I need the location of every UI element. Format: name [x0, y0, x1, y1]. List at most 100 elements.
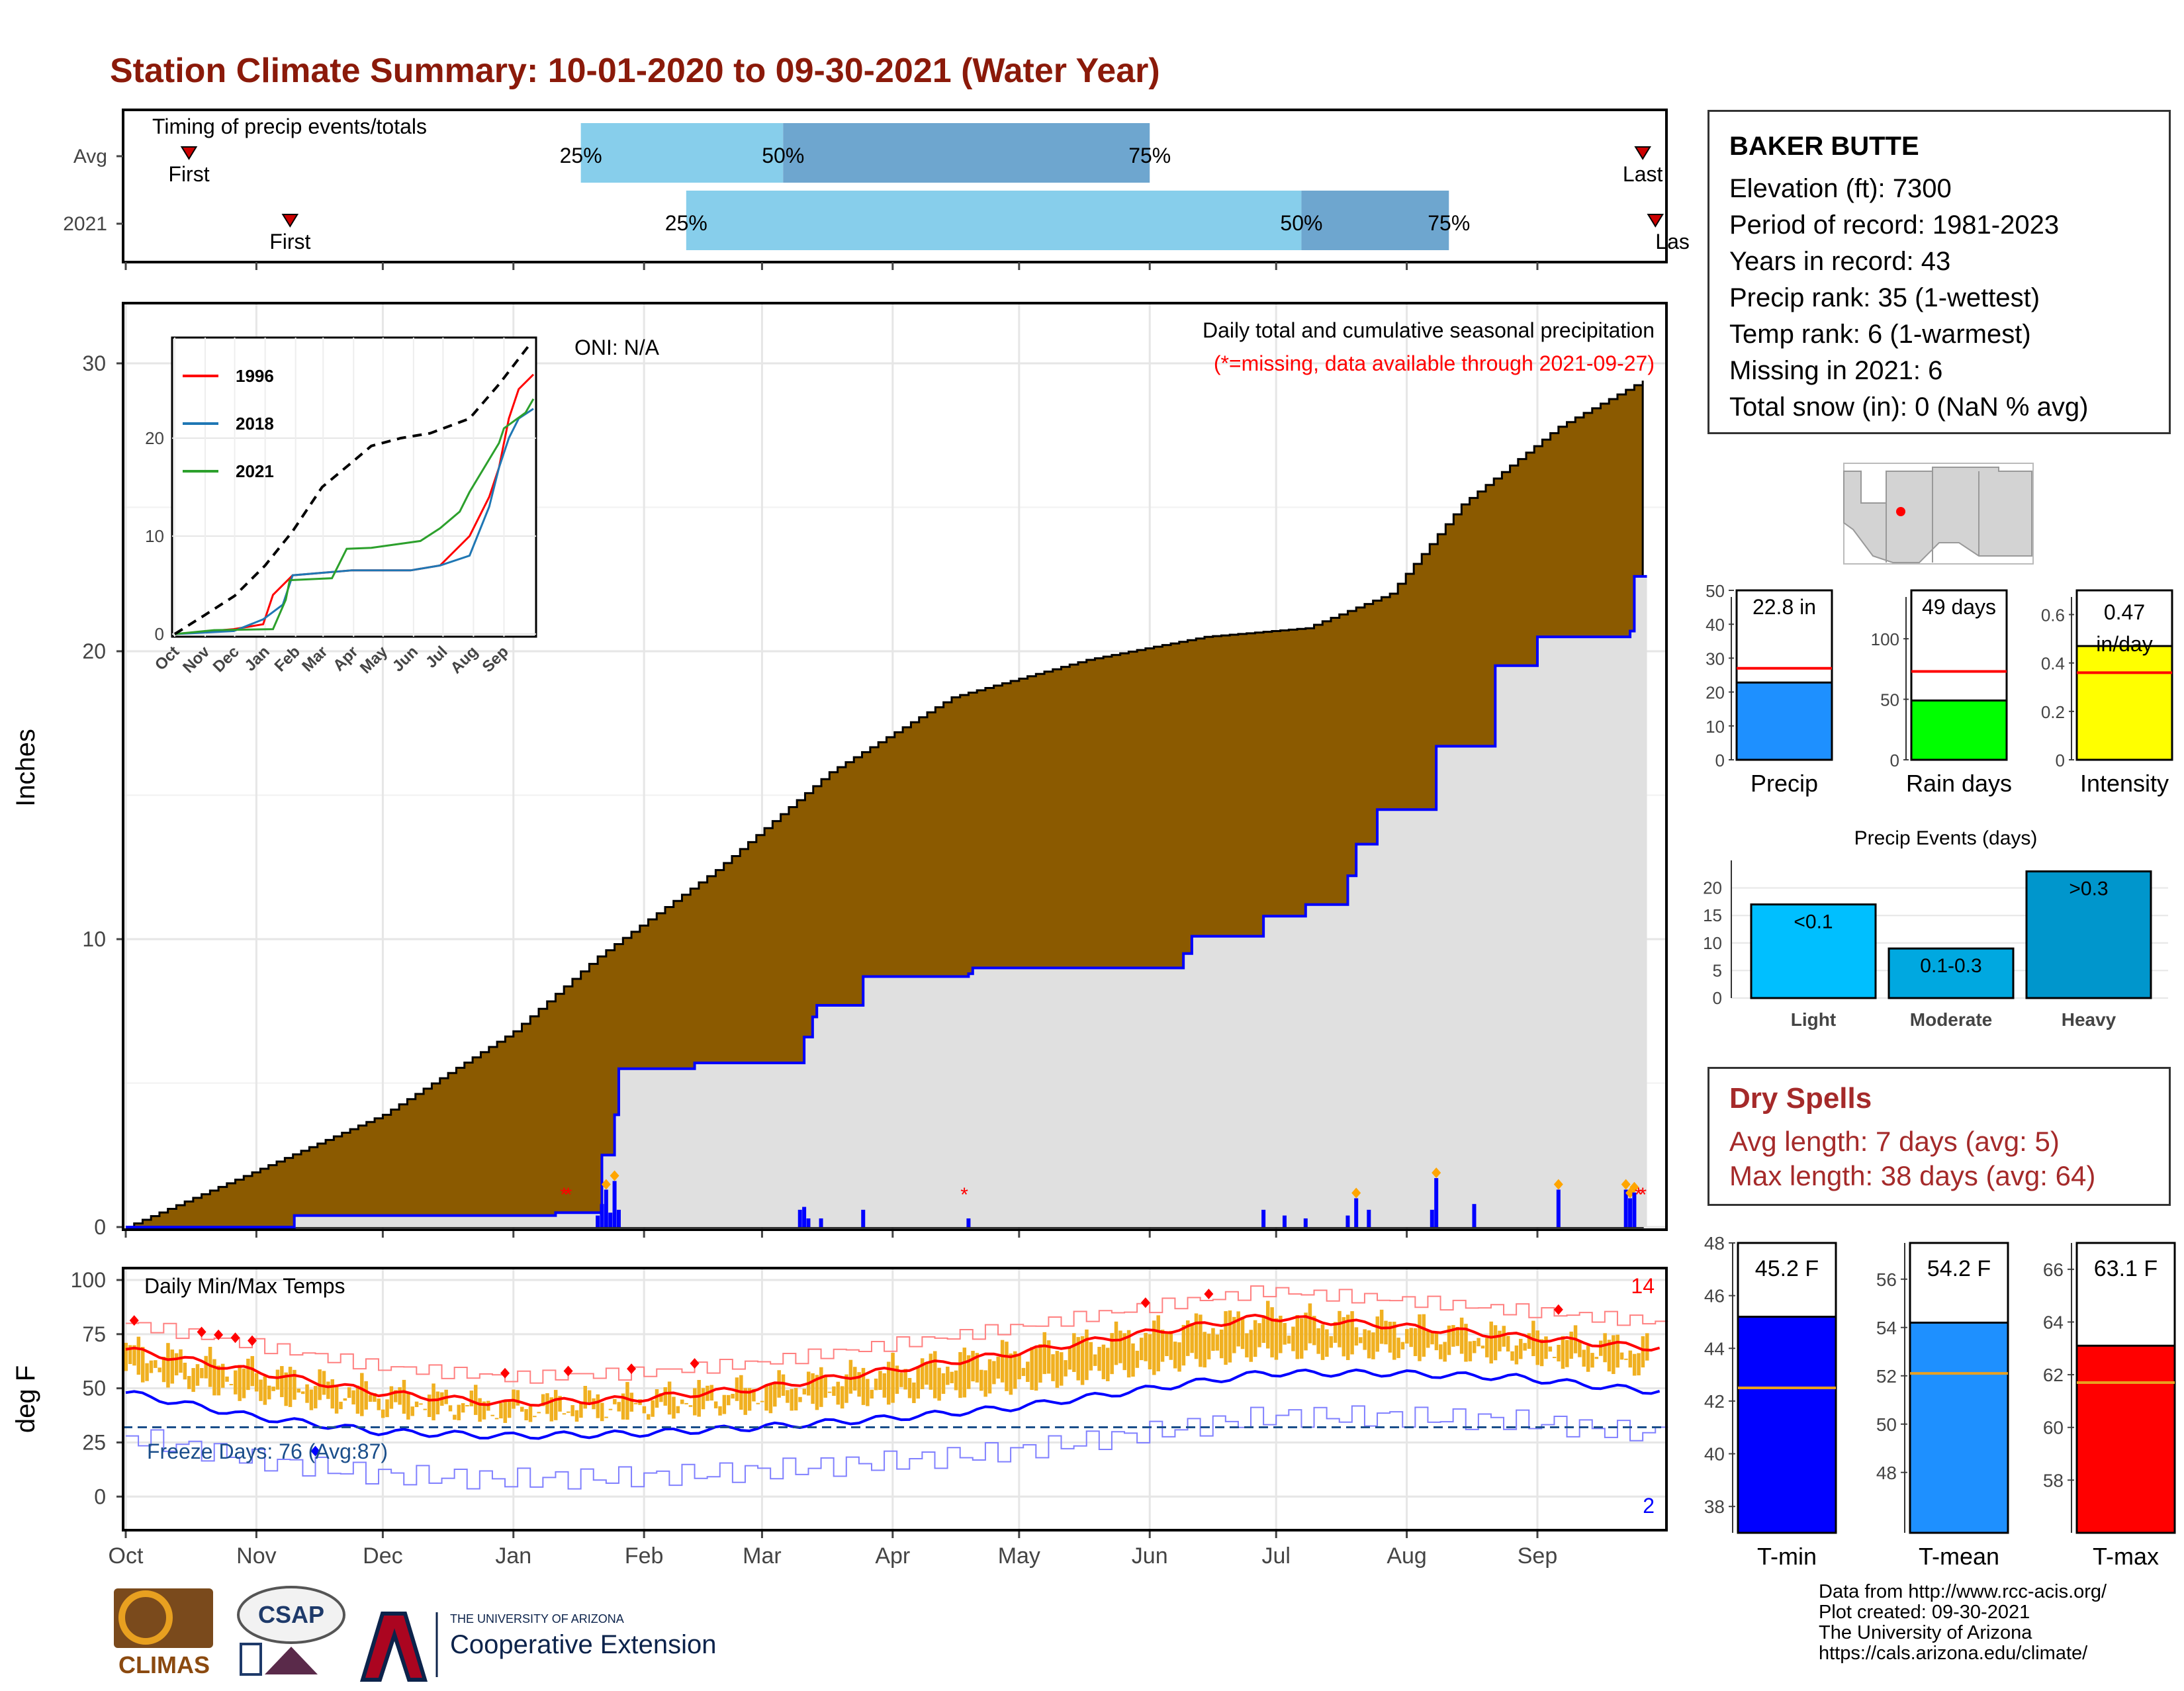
daily-temp-bar	[1409, 1328, 1413, 1348]
daily-temp-bar	[1637, 1353, 1641, 1376]
inset-line-avg	[173, 345, 530, 635]
record-high-marker-6	[563, 1365, 573, 1377]
daily-temp-bar	[827, 1391, 832, 1393]
map-borders	[1886, 467, 1979, 563]
timing-bar-upper-1	[1301, 191, 1449, 250]
daily-temp-bar	[432, 1383, 435, 1421]
daily-precip-bar	[1282, 1215, 1287, 1227]
climas-logo: CLIMAS	[114, 1588, 213, 1678]
timing-first-marker-0	[180, 146, 198, 160]
month-label-feb: Feb	[625, 1543, 664, 1569]
daily-temp-bar	[1274, 1318, 1279, 1360]
stat-bar-precip	[1735, 681, 1833, 761]
daily-temp-bar	[154, 1360, 158, 1368]
tstat-value-label-0: 45.2 F	[1755, 1256, 1819, 1281]
month-label-jan: Jan	[495, 1543, 531, 1569]
daily-temp-bar	[1068, 1348, 1072, 1370]
daily-temp-bar	[933, 1351, 937, 1398]
daily-temp-bar	[398, 1387, 402, 1405]
stat-ytick-1-0: 0	[1890, 751, 1899, 770]
stat-ytick-2-1: 0.2	[2041, 702, 2065, 722]
daily-temp-bar	[309, 1389, 314, 1410]
daily-temp-bar	[179, 1349, 183, 1373]
record-high-marker-5	[500, 1367, 510, 1379]
daily-temp-bar	[385, 1399, 389, 1418]
daily-temp-bar	[368, 1394, 373, 1402]
daily-temp-bar	[1519, 1338, 1523, 1359]
daily-temp-bar	[195, 1364, 200, 1386]
daily-precip-bar	[806, 1218, 811, 1227]
daily-temp-bar	[1279, 1315, 1283, 1353]
daily-temp-bar	[693, 1388, 697, 1416]
daily-temp-bar	[1206, 1334, 1211, 1359]
daily-temp-bar	[866, 1379, 870, 1406]
daily-temp-bar	[996, 1356, 1000, 1379]
daily-temp-bar	[811, 1373, 815, 1404]
daily-precip-bar	[966, 1218, 971, 1227]
daily-temp-bar	[1232, 1316, 1236, 1353]
daily-precip-marker	[1432, 1167, 1441, 1179]
timing-first-marker-1	[281, 214, 299, 228]
daily-temp-bar	[1156, 1315, 1160, 1372]
daily-precip-bar	[797, 1209, 802, 1227]
daily-temp-bar	[1261, 1315, 1266, 1344]
daily-temp-bar	[1359, 1337, 1363, 1344]
daily-temp-bar	[254, 1373, 259, 1392]
missing-marker-1: *	[565, 1184, 572, 1206]
map-states	[1843, 467, 2032, 563]
daily-precip-bar	[819, 1218, 823, 1227]
daily-temp-bar	[128, 1345, 132, 1364]
daily-temp-bar	[124, 1342, 128, 1371]
ua-big-text: Cooperative Extension	[450, 1630, 716, 1659]
timing-q25-label-1: 25%	[665, 211, 707, 235]
tstat-value-label-2: 63.1 F	[2094, 1256, 2158, 1281]
daily-temp-bar	[966, 1355, 971, 1389]
daily-temp-bar	[158, 1367, 161, 1373]
daily-temp-bar	[1561, 1336, 1565, 1369]
daily-temp-bar	[950, 1371, 954, 1383]
daily-temp-bar	[819, 1367, 823, 1407]
events-bar-heavy	[2025, 870, 2152, 999]
daily-temp-bar	[339, 1401, 343, 1410]
daily-precip-marker	[1351, 1187, 1361, 1199]
daily-temp-bar	[1342, 1317, 1346, 1357]
daily-temp-bar	[360, 1373, 364, 1416]
credit-plot-date: Plot created: 09-30-2021	[1819, 1602, 2030, 1623]
daily-temp-bar	[1371, 1332, 1375, 1359]
daily-temp-bar	[373, 1393, 377, 1402]
stat-label-0: Precip	[1751, 770, 1818, 797]
daily-temp-bar	[1632, 1353, 1637, 1376]
daily-temp-bar	[1527, 1333, 1531, 1349]
ua-logo: THE UNIVERSITY OF ARIZONA Cooperative Ex…	[359, 1612, 716, 1682]
daily-temp-bar	[314, 1386, 318, 1408]
daily-temp-bar	[925, 1361, 929, 1385]
daily-temp-bar	[1468, 1341, 1473, 1361]
avg-tmin-line	[125, 1368, 1661, 1440]
csap-logo: CSAP	[237, 1586, 345, 1676]
tstat-ytick-2-4: 66	[2043, 1259, 2064, 1280]
daily-temp-bar	[234, 1370, 238, 1394]
station-years: Years in record: 43	[1729, 247, 1951, 276]
daily-temp-bar	[1363, 1329, 1367, 1350]
record-high-marker-10	[1204, 1289, 1214, 1300]
daily-temp-bar	[1287, 1336, 1291, 1344]
precip-ytick-label-1: 10	[82, 927, 106, 951]
daily-temp-bar	[1615, 1334, 1619, 1368]
daily-temp-bar	[1544, 1336, 1548, 1359]
daily-temp-bar	[1325, 1329, 1329, 1357]
daily-temp-bar	[941, 1373, 946, 1394]
daily-temp-bar	[1224, 1311, 1228, 1365]
daily-precip-marker	[1553, 1179, 1563, 1190]
record-high-marker-9	[1140, 1297, 1150, 1308]
daily-precip-bar	[1345, 1215, 1350, 1227]
daily-temp-bar	[937, 1367, 941, 1401]
missing-marker-3: *	[1635, 1184, 1643, 1206]
precip-ytick-label-3: 30	[82, 351, 106, 375]
daily-temp-bar	[490, 1414, 494, 1416]
daily-temp-bar	[1320, 1324, 1325, 1360]
dry-spells-box: Dry Spells Avg length: 7 days (avg: 5) M…	[1707, 1067, 2171, 1206]
daily-temp-bar	[1510, 1351, 1514, 1361]
daily-temp-bar	[174, 1353, 179, 1376]
daily-temp-bar	[166, 1343, 170, 1388]
daily-temp-bar	[524, 1409, 528, 1421]
